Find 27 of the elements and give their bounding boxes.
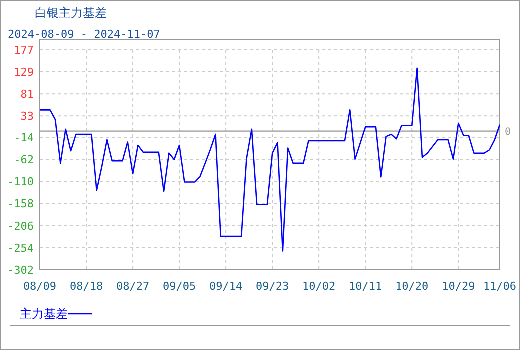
y-tick-label: -254 — [8, 242, 34, 255]
line-series — [39, 68, 501, 252]
y-tick-label: 81 — [20, 88, 34, 101]
y-tick-label: -206 — [8, 220, 34, 233]
x-tick-label: 08/18 — [70, 280, 104, 293]
x-tick-label: 08/09 — [23, 280, 57, 293]
chart-title: 白银主力基差 — [35, 6, 107, 20]
x-tick-label: 10/20 — [396, 280, 429, 293]
x-tick-label: 10/29 — [442, 280, 476, 293]
x-tick-label: 09/23 — [256, 280, 290, 293]
x-tick-label: 09/14 — [210, 280, 243, 293]
chart-subtitle: 2024-08-09 - 2024-11-07 — [8, 28, 160, 41]
y-tick-label: 33 — [20, 110, 34, 123]
y-tick-label: -110 — [8, 176, 34, 189]
x-tick-label: 10/11 — [349, 280, 382, 293]
y-tick-label: -302 — [8, 264, 34, 277]
y-tick-label: -14 — [14, 132, 34, 145]
y-tick-label: 177 — [14, 44, 34, 57]
y-tick-label: 129 — [14, 66, 34, 79]
x-tick-label: 11/06 — [483, 280, 517, 293]
ref-line-label: 0 — [505, 126, 512, 138]
x-tick-label: 10/02 — [302, 280, 336, 293]
y-tick-label: -158 — [8, 198, 34, 211]
x-tick-label: 09/05 — [162, 280, 196, 293]
x-tick-label: 08/27 — [116, 280, 150, 293]
y-tick-label: -62 — [14, 154, 34, 167]
legend-label: 主力基差 — [20, 307, 68, 321]
